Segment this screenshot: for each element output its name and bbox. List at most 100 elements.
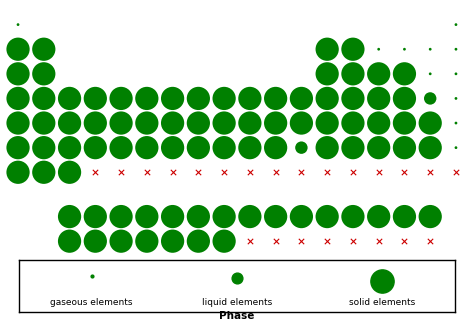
Point	[194, 170, 202, 175]
Point	[246, 239, 254, 244]
Point	[143, 170, 151, 175]
Point	[91, 120, 99, 126]
Point	[194, 239, 202, 244]
Point	[272, 239, 280, 244]
Point	[349, 145, 357, 150]
Point	[272, 170, 280, 175]
Point	[169, 96, 176, 101]
Point	[117, 96, 125, 101]
Point	[427, 214, 434, 219]
Point	[375, 96, 383, 101]
Point	[40, 170, 47, 175]
Point	[401, 120, 408, 126]
Point	[323, 47, 331, 52]
Point	[349, 71, 357, 77]
Point	[117, 239, 125, 244]
Point	[323, 120, 331, 126]
Point	[40, 47, 47, 52]
Point	[91, 96, 99, 101]
Point	[194, 120, 202, 126]
Point	[323, 214, 331, 219]
Point	[401, 170, 408, 175]
Point	[298, 96, 305, 101]
Point	[349, 120, 357, 126]
Point	[14, 22, 22, 27]
Point	[220, 145, 228, 150]
Point	[246, 170, 254, 175]
Point	[194, 96, 202, 101]
Point	[452, 22, 460, 27]
Point	[246, 120, 254, 126]
Point	[117, 145, 125, 150]
Point	[349, 214, 357, 219]
Point	[375, 145, 383, 150]
Point	[375, 47, 383, 52]
Point	[14, 96, 22, 101]
Point	[169, 239, 176, 244]
Point	[117, 170, 125, 175]
Point	[298, 120, 305, 126]
Point	[379, 278, 386, 283]
Point	[169, 145, 176, 150]
Text: Phase: Phase	[219, 311, 255, 321]
Point	[91, 239, 99, 244]
Point	[40, 71, 47, 77]
Point	[272, 96, 280, 101]
Point	[40, 145, 47, 150]
Point	[91, 170, 99, 175]
Point	[91, 145, 99, 150]
Point	[169, 170, 176, 175]
Point	[272, 214, 280, 219]
Point	[194, 214, 202, 219]
Point	[143, 120, 151, 126]
Point	[66, 170, 73, 175]
Point	[88, 273, 95, 278]
Point	[452, 47, 460, 52]
Point	[452, 145, 460, 150]
Point	[220, 239, 228, 244]
Point	[427, 71, 434, 77]
Point	[220, 170, 228, 175]
Point	[220, 214, 228, 219]
Point	[452, 96, 460, 101]
Point	[66, 214, 73, 219]
Point	[427, 96, 434, 101]
Point	[117, 214, 125, 219]
Point	[401, 96, 408, 101]
Point	[143, 96, 151, 101]
Point	[401, 145, 408, 150]
Point	[323, 71, 331, 77]
Point	[272, 145, 280, 150]
Point	[323, 239, 331, 244]
Point	[66, 120, 73, 126]
Point	[298, 239, 305, 244]
Point	[323, 145, 331, 150]
Point	[91, 214, 99, 219]
Point	[452, 170, 460, 175]
Point	[233, 276, 241, 281]
Point	[14, 120, 22, 126]
Point	[375, 170, 383, 175]
Point	[298, 170, 305, 175]
Point	[143, 239, 151, 244]
Point	[401, 239, 408, 244]
Point	[349, 239, 357, 244]
Point	[401, 47, 408, 52]
Point	[169, 120, 176, 126]
Point	[375, 71, 383, 77]
Point	[427, 239, 434, 244]
Point	[375, 239, 383, 244]
Point	[298, 214, 305, 219]
Point	[66, 145, 73, 150]
Point	[40, 96, 47, 101]
Point	[401, 71, 408, 77]
Point	[452, 120, 460, 126]
Point	[401, 214, 408, 219]
Text: gaseous elements: gaseous elements	[50, 298, 133, 307]
Point	[66, 239, 73, 244]
Point	[375, 214, 383, 219]
Point	[14, 71, 22, 77]
Point	[246, 145, 254, 150]
Point	[427, 47, 434, 52]
Point	[323, 170, 331, 175]
